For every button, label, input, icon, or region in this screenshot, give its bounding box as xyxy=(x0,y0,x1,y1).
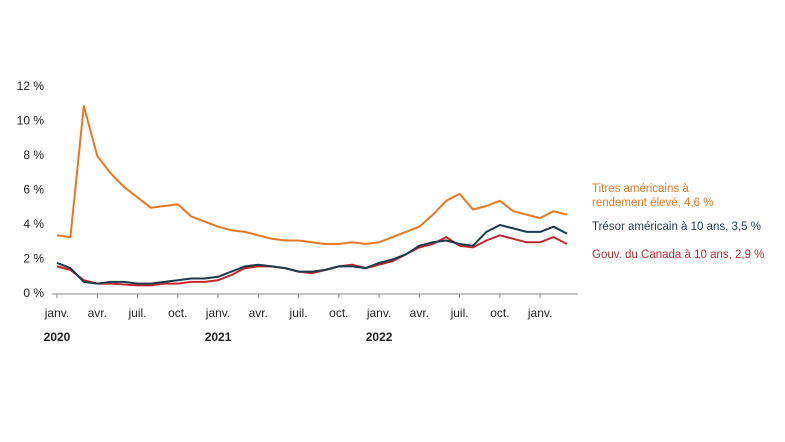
x-tick-label: janv. xyxy=(44,306,69,320)
y-tick-label: 12 % xyxy=(17,79,45,93)
y-tick-label: 10 % xyxy=(17,114,45,128)
y-tick-label: 8 % xyxy=(23,148,44,162)
x-tick-label: juil. xyxy=(289,306,308,320)
legend-label: Gouv. du Canada à 10 ans, 2,9 % xyxy=(592,249,765,261)
x-tick-label: juil. xyxy=(450,306,469,320)
x-tick-label: juil. xyxy=(128,306,147,320)
y-tick-label: 0 % xyxy=(23,286,44,300)
series-line xyxy=(56,105,568,245)
series-line xyxy=(56,234,568,287)
x-tick-label: janv. xyxy=(527,306,552,320)
series-line xyxy=(56,224,568,285)
x-tick-label: avr. xyxy=(88,306,107,320)
year-label: 2021 xyxy=(205,330,232,344)
y-tick-label: 4 % xyxy=(23,217,44,231)
legend-label: Titres américains à rendement élevé, 4,6… xyxy=(592,183,714,209)
year-label: 2022 xyxy=(366,330,393,344)
x-tick-label: oct. xyxy=(329,306,348,320)
x-tick-label: avr. xyxy=(410,306,429,320)
x-tick-label: oct. xyxy=(490,306,509,320)
x-tick-label: avr. xyxy=(249,306,268,320)
y-tick-label: 2 % xyxy=(23,252,44,266)
x-tick-label: janv. xyxy=(366,306,391,320)
y-tick-label: 6 % xyxy=(23,183,44,197)
year-label: 2020 xyxy=(44,330,71,344)
x-tick-label: oct. xyxy=(168,306,187,320)
x-tick-label: janv. xyxy=(205,306,230,320)
legend-label: Trésor américain à 10 ans, 3,5 % xyxy=(592,221,761,233)
